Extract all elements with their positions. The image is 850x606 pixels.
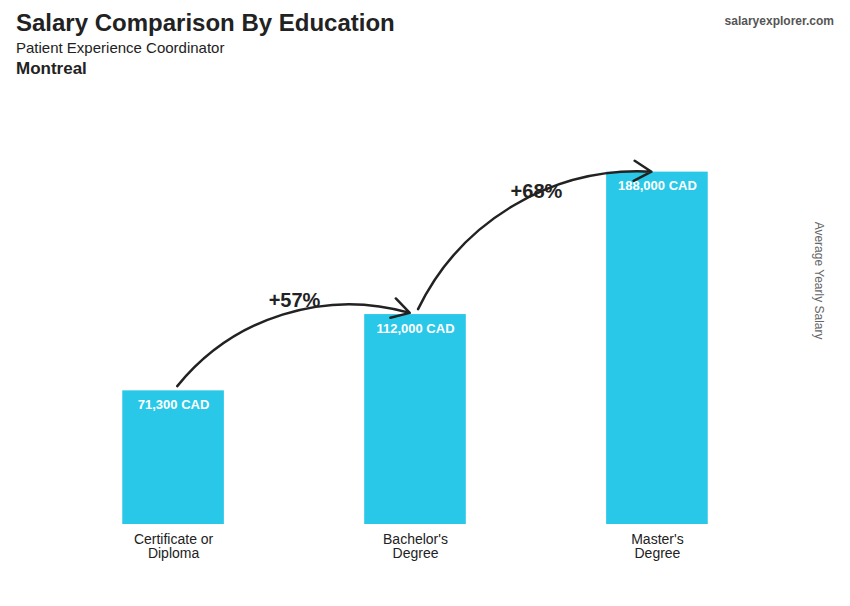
svg-text:112,000 CAD: 112,000 CAD: [376, 321, 454, 336]
svg-text:Master'sDegree: Master'sDegree: [631, 531, 683, 561]
svg-text:Certificate orDiploma: Certificate orDiploma: [134, 531, 214, 561]
svg-text:71,300 CAD: 71,300 CAD: [138, 397, 210, 412]
svg-text:Average Yearly Salary: Average Yearly Salary: [812, 222, 826, 340]
svg-text:188,000 CAD: 188,000 CAD: [618, 178, 697, 193]
svg-text:+57%: +57%: [269, 289, 321, 311]
html-text:salaryexplorer.com: salaryexplorer.com: [724, 14, 834, 28]
html-text:Patient Experience Coordinator: Patient Experience Coordinator: [16, 39, 225, 56]
html-text:Salary Comparison By Education: Salary Comparison By Education: [16, 9, 395, 36]
html-text:Montreal: Montreal: [16, 59, 87, 78]
svg-text:Bachelor'sDegree: Bachelor'sDegree: [383, 531, 448, 561]
svg-text:+68%: +68%: [511, 180, 563, 202]
